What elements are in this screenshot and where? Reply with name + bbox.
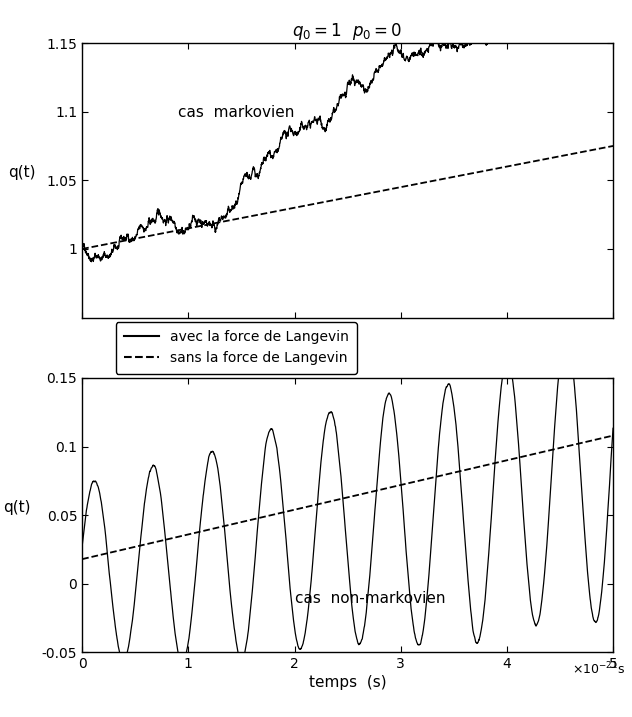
Y-axis label: q(t): q(t) <box>3 500 30 516</box>
Title: $q_0=1$  $p_0=0$: $q_0=1$ $p_0=0$ <box>293 21 403 42</box>
Text: cas  markovien: cas markovien <box>178 105 294 120</box>
Text: cas  non-markovien: cas non-markovien <box>295 591 445 606</box>
Text: $\times10^{-21}$s: $\times10^{-21}$s <box>572 661 625 678</box>
X-axis label: temps  (s): temps (s) <box>309 675 386 690</box>
Y-axis label: q(t): q(t) <box>8 166 35 180</box>
Legend: avec la force de Langevin, sans la force de Langevin: avec la force de Langevin, sans la force… <box>116 322 357 374</box>
